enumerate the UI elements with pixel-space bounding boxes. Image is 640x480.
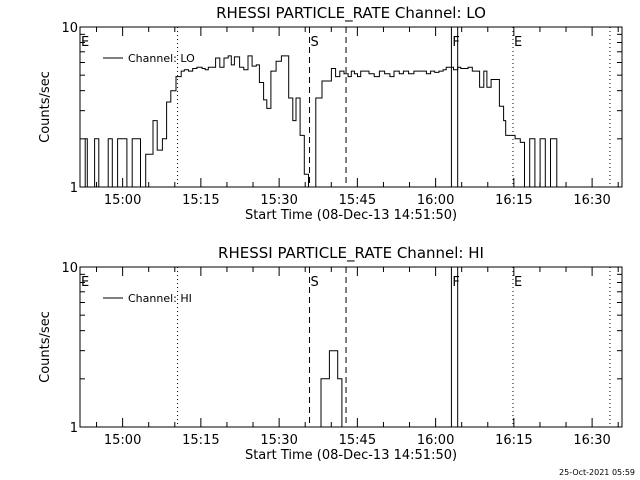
legend-label: Channel: HI xyxy=(128,292,192,305)
marker-label-E: E xyxy=(81,35,89,50)
x-tick-label: 16:30 xyxy=(573,193,610,208)
x-tick-label: 16:15 xyxy=(495,433,532,448)
y-tick-label: 1 xyxy=(70,181,78,196)
x-tick-label: 15:30 xyxy=(260,433,297,448)
chart-panel-lo: RHESSI PARTICLE_RATE Channel: LO 15:00 15:… xyxy=(38,4,623,223)
series-line xyxy=(80,350,622,428)
x-axis-label: Start Time (08-Dec-13 14:51:50) xyxy=(245,208,457,223)
chart-panel-hi: RHESSI PARTICLE_RATE Channel: HI 15:00 15:… xyxy=(38,244,623,463)
marker-label-E: E xyxy=(514,275,522,290)
x-tick-label: 16:00 xyxy=(417,193,454,208)
marker-label-S: S xyxy=(311,35,319,50)
y-tick-label: 1 xyxy=(70,421,78,436)
x-tick-label: 15:00 xyxy=(104,433,141,448)
marker-label-F: F xyxy=(452,35,459,50)
x-tick-label: 15:00 xyxy=(104,193,141,208)
x-tick-label: 15:30 xyxy=(260,193,297,208)
plot-frame xyxy=(79,266,623,428)
y-tick-label: 10 xyxy=(61,261,78,276)
marker-label-E: E xyxy=(81,275,89,290)
x-tick-label: 15:15 xyxy=(182,433,219,448)
series-line xyxy=(80,55,622,188)
legend-label: Channel: LO xyxy=(128,52,195,65)
x-tick-label: 16:00 xyxy=(417,433,454,448)
chart-title: RHESSI PARTICLE_RATE Channel: LO xyxy=(216,4,486,23)
x-tick-label: 15:45 xyxy=(339,193,376,208)
chart-title: RHESSI PARTICLE_RATE Channel: HI xyxy=(218,244,484,263)
x-tick-label: 15:45 xyxy=(339,433,376,448)
x-tick-label: 16:30 xyxy=(573,433,610,448)
marker-label-S: S xyxy=(311,275,319,290)
y-axis-label: Counts/sec xyxy=(38,311,53,383)
plot-frame xyxy=(79,26,623,188)
y-axis-label: Counts/sec xyxy=(38,71,53,143)
x-tick-label: 15:15 xyxy=(182,193,219,208)
timestamp-label: 25-Oct-2021 05:59 xyxy=(559,468,635,477)
marker-label-F: F xyxy=(452,275,459,290)
x-tick-label: 16:15 xyxy=(495,193,532,208)
x-axis-label: Start Time (08-Dec-13 14:51:50) xyxy=(245,448,457,463)
y-tick-label: 10 xyxy=(61,21,78,36)
marker-label-E: E xyxy=(514,35,522,50)
